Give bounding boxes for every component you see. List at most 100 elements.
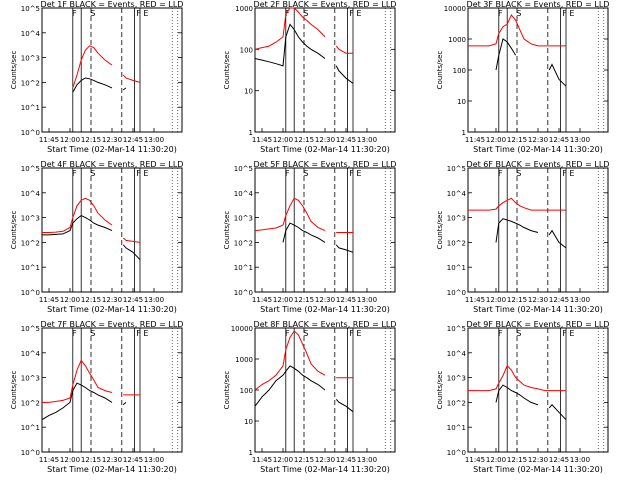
x-tick-label: 12:45 [549, 456, 569, 464]
y-tick-label: 10^5 [234, 165, 253, 173]
x-tick-label: 12:15 [294, 136, 314, 144]
y-axis-label: Counts/sec [223, 371, 231, 410]
marker-letter: F [285, 9, 290, 18]
x-tick-label: 12:00 [273, 456, 293, 464]
y-tick-label: 100 [453, 67, 466, 75]
plot-frame [254, 7, 396, 133]
y-tick-label: 10^5 [21, 325, 40, 333]
x-tick-label: 12:00 [486, 136, 506, 144]
x-tick-label: 12:30 [315, 136, 335, 144]
marker-letter: E [143, 169, 148, 178]
marker-letter: F [72, 9, 77, 18]
marker-letter: S [303, 329, 308, 338]
marker-letter: F [498, 9, 503, 18]
plot-frame [41, 167, 183, 293]
y-axis-label: Counts/sec [10, 211, 18, 250]
lld-series-line [468, 364, 566, 392]
x-tick-label: 12:00 [60, 296, 80, 304]
y-tick-label: 1 [462, 129, 466, 137]
x-tick-label: 11:45 [465, 296, 485, 304]
marker-letter: E [356, 9, 361, 18]
marker-letter: F [349, 329, 354, 338]
marker-letter: F [285, 329, 290, 338]
y-tick-label: 10^4 [234, 190, 254, 198]
chart-title: Det 7F BLACK = Events, RED = LLD [41, 320, 184, 329]
y-tick-label: 10^4 [447, 350, 467, 358]
y-tick-label: 10^2 [21, 79, 40, 87]
x-tick-label: 12:45 [123, 136, 143, 144]
x-axis-label: Start Time (02-Mar-14 11:30:20) [473, 145, 603, 154]
y-tick-label: 10^0 [21, 289, 40, 297]
y-axis-label: Counts/sec [436, 211, 444, 250]
y-tick-label: 100 [240, 46, 253, 54]
y-tick-label: 10^4 [21, 190, 41, 198]
marker-letter: F [136, 169, 141, 178]
x-tick-label: 12:30 [528, 136, 548, 144]
x-axis-label: Start Time (02-Mar-14 11:30:20) [260, 305, 390, 314]
marker-letter: F [349, 9, 354, 18]
y-tick-label: 10^1 [21, 264, 40, 272]
y-tick-label: 10^3 [21, 215, 40, 223]
events-series-line [72, 77, 127, 93]
x-axis-label: Start Time (02-Mar-14 11:30:20) [473, 465, 603, 474]
marker-letter: S [90, 329, 95, 338]
plot-frame [467, 7, 609, 133]
plot-frame [467, 167, 609, 293]
marker-letter: F [136, 9, 141, 18]
marker-letter: F [136, 329, 141, 338]
x-tick-label: 12:30 [528, 456, 548, 464]
x-tick-label: 12:15 [81, 296, 101, 304]
y-tick-label: 1000 [235, 5, 253, 13]
x-tick-label: 11:45 [465, 136, 485, 144]
marker-letter: F [562, 329, 567, 338]
lld-series-line [72, 45, 141, 89]
lld-series-line [468, 197, 566, 211]
x-tick-label: 12:00 [273, 136, 293, 144]
marker-letter: F [285, 169, 290, 178]
marker-letter: F [72, 169, 77, 178]
y-tick-label: 1000 [448, 36, 466, 44]
x-tick-label: 13:00 [570, 296, 590, 304]
y-axis-label: Counts/sec [223, 51, 231, 90]
x-tick-label: 11:45 [39, 136, 59, 144]
events-series-line [495, 38, 567, 87]
y-tick-label: 10^0 [447, 449, 466, 457]
y-tick-label: 10^4 [21, 350, 41, 358]
x-tick-label: 11:45 [465, 456, 485, 464]
y-tick-label: 1 [249, 449, 253, 457]
y-tick-label: 10^3 [21, 375, 40, 383]
marker-letter: E [356, 169, 361, 178]
x-tick-label: 13:00 [357, 296, 377, 304]
chart-title: Det 2F BLACK = Events, RED = LLD [254, 0, 397, 9]
lld-series-line [254, 197, 353, 233]
y-tick-label: 10^2 [447, 399, 466, 407]
events-series-line [42, 215, 141, 261]
x-tick-label: 11:45 [39, 456, 59, 464]
x-tick-label: 12:00 [60, 456, 80, 464]
marker-letter: E [569, 169, 574, 178]
y-tick-label: 10^5 [21, 165, 40, 173]
x-axis-label: Start Time (02-Mar-14 11:30:20) [473, 305, 603, 314]
x-tick-label: 12:00 [486, 296, 506, 304]
events-series-line [282, 222, 354, 253]
x-tick-label: 12:45 [123, 296, 143, 304]
y-tick-label: 10 [244, 88, 253, 96]
x-tick-label: 12:15 [294, 456, 314, 464]
marker-letter: S [516, 329, 521, 338]
marker-letter: F [562, 169, 567, 178]
y-tick-label: 10 [244, 418, 253, 426]
x-tick-label: 11:45 [39, 296, 59, 304]
chart-title: Det 3F BLACK = Events, RED = LLD [467, 0, 610, 9]
x-tick-label: 12:00 [486, 456, 506, 464]
x-axis-label: Start Time (02-Mar-14 11:30:20) [260, 145, 390, 154]
x-axis-label: Start Time (02-Mar-14 11:30:20) [47, 465, 177, 474]
y-tick-label: 10^2 [21, 239, 40, 247]
marker-letter: S [516, 169, 521, 178]
chart-title: Det 8F BLACK = Events, RED = LLD [254, 320, 397, 329]
